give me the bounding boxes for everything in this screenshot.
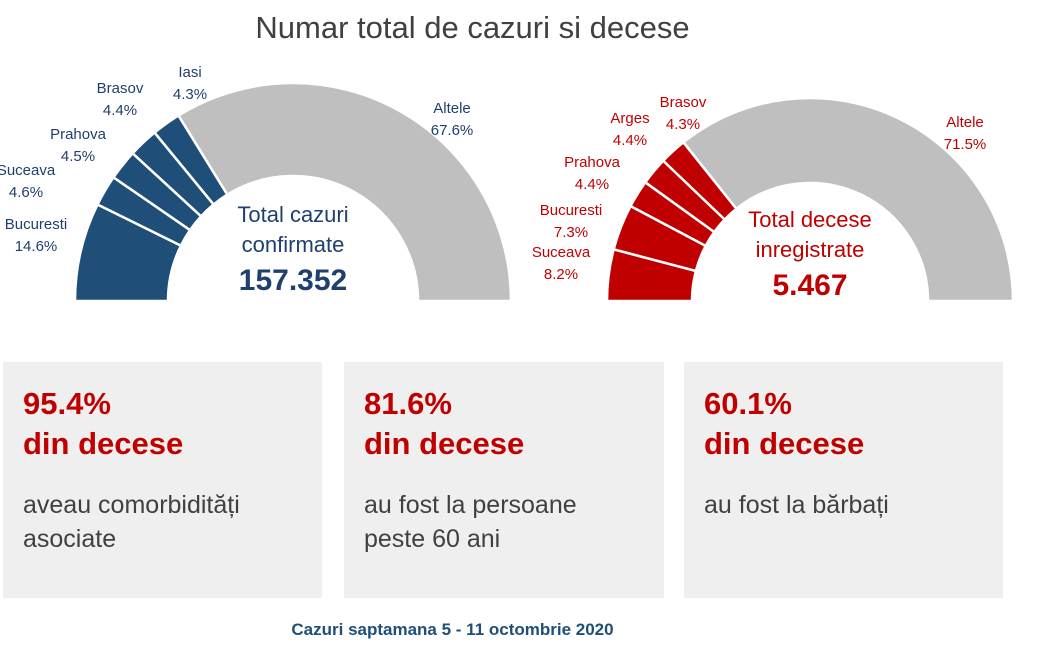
stat-card-comorbidities: 95.4% din decese aveau comorbidități asoci… [3, 362, 322, 598]
stat-description: aveau comorbidități asociate [23, 491, 240, 553]
deaths-center-line-2: inregistrate [755, 237, 865, 262]
cases-slice-altele [176, 81, 513, 303]
deaths-label-bucuresti: Bucuresti 7.3% [539, 202, 603, 241]
deaths-total-value: 5.467 [772, 269, 848, 302]
footer-caption: Cazuri saptamana 5 - 11 octombrie 2020 [291, 620, 614, 639]
cases-label-prahova: Prahova 4.5% [50, 126, 106, 165]
cases-total-value: 157.352 [238, 264, 348, 297]
deaths-label-prahova: Prahova 4.4% [564, 154, 620, 193]
deaths-label-suceava: Suceava 8.2% [531, 244, 591, 283]
deaths-center-label: Total decese inregistrate 5.467 [748, 205, 872, 307]
cases-label-iasi: Iasi 4.3% [172, 64, 208, 103]
stat-description: au fost la bărbați [704, 491, 889, 519]
cases-label-brasov: Brasov 4.4% [96, 80, 144, 119]
cases-center-line-2: confirmate [241, 232, 345, 257]
cases-label-suceava: Suceava 4.6% [0, 162, 56, 201]
cases-center-line-1: Total cazuri [237, 202, 349, 227]
deaths-label-altele: Altele 71.5% [943, 114, 987, 153]
stat-card-men: 60.1% din decese au fost la bărbați [684, 362, 1003, 598]
half-donut-charts [73, 81, 1015, 303]
stat-percent: 60.1% din decese [704, 386, 865, 461]
cases-center-label: Total cazuri confirmate 157.352 [237, 200, 348, 302]
stat-percent: 95.4% din decese [23, 386, 184, 461]
stat-percent: 81.6% din decese [364, 386, 525, 461]
deaths-slice-altele [681, 96, 1015, 303]
deaths-label-arges: Arges 4.4% [610, 110, 650, 149]
deaths-label-brasov: Brasov 4.3% [659, 94, 707, 133]
stat-description: au fost la persoane peste 60 ani [364, 491, 577, 553]
chart-title: Numar total de cazuri si decese [255, 10, 690, 45]
cases-label-altele: Altele 67.6% [430, 100, 474, 139]
deaths-center-line-1: Total decese [748, 207, 872, 232]
cases-label-bucuresti: Bucuresti 14.6% [4, 216, 68, 255]
stat-card-over-60: 81.6% din decese au fost la persoane peste… [344, 362, 664, 598]
